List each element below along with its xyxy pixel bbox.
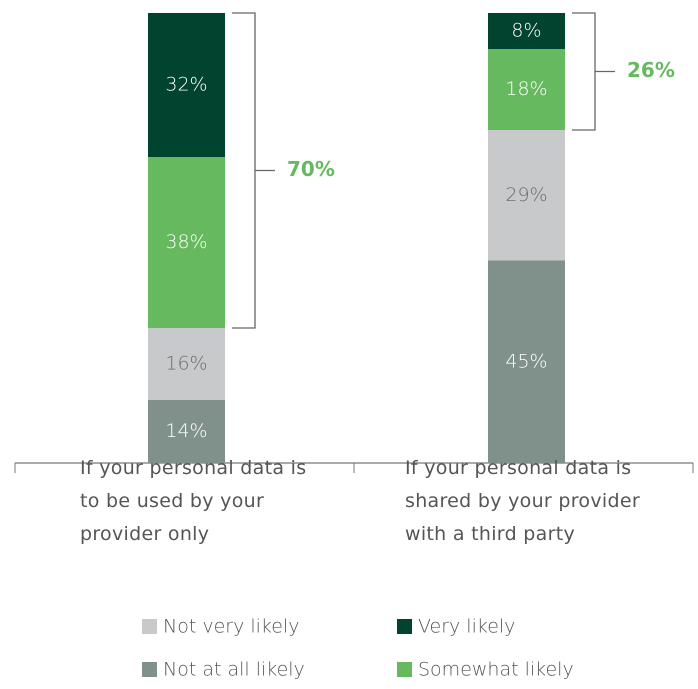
value-label: 14% xyxy=(165,420,207,442)
value-label: 18% xyxy=(505,78,547,100)
category-label: If your personal data is to be used by y… xyxy=(80,457,307,545)
bar-segment xyxy=(148,13,225,157)
bracket xyxy=(232,12,275,329)
legend-label: Very likely xyxy=(418,616,515,638)
value-label: 8% xyxy=(511,20,541,42)
bar-segment xyxy=(488,13,565,49)
bracket xyxy=(572,12,615,131)
total-label: 70% xyxy=(287,157,335,181)
legend-swatch xyxy=(142,619,157,634)
legend-swatch xyxy=(397,619,412,634)
value-label: 29% xyxy=(505,184,547,206)
legend-swatch xyxy=(397,662,412,677)
total-label: 26% xyxy=(627,58,675,82)
category-label: If your personal data is shared by your … xyxy=(405,457,640,545)
value-label: 32% xyxy=(165,74,207,96)
bar-segment xyxy=(148,400,225,463)
legend-label: Not very likely xyxy=(163,616,299,638)
bar-segment xyxy=(488,130,565,261)
bar-segment xyxy=(148,328,225,400)
bar-segment xyxy=(488,260,565,463)
legend-swatch xyxy=(142,662,157,677)
legend-label: Not at all likely xyxy=(163,659,305,681)
value-label: 45% xyxy=(505,350,547,372)
value-label: 38% xyxy=(165,231,207,253)
legend-label: Somewhat likely xyxy=(418,659,574,681)
bar-segment xyxy=(148,157,225,328)
value-label: 16% xyxy=(165,353,207,375)
bar-segment xyxy=(488,49,565,130)
